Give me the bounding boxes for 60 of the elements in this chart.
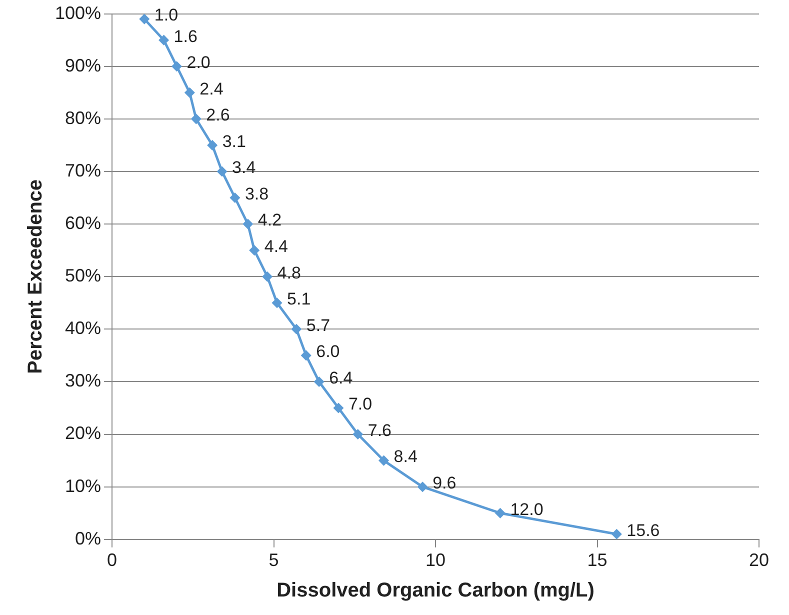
annotation: 6.0 [316, 342, 340, 362]
annotation: 1.6 [174, 26, 198, 46]
y-tick-label: 10% [65, 476, 102, 496]
y-axis-title: Percent Exceedence [24, 179, 47, 374]
annotation: 2.4 [200, 79, 224, 98]
y-tick-label: 100% [54, 2, 102, 23]
point [379, 456, 389, 466]
annotation: 9.6 [432, 474, 456, 493]
point [272, 298, 282, 308]
point [495, 508, 505, 518]
x-tick-label: 0 [107, 550, 118, 570]
y-tick-label: 50% [65, 266, 102, 286]
point [191, 114, 201, 124]
point [184, 88, 194, 98]
y-tick-label: 30% [65, 370, 102, 391]
point [418, 482, 428, 492]
annotation: 12.0 [510, 500, 544, 519]
point [612, 529, 622, 539]
point [301, 350, 311, 360]
annotation: 1.0 [154, 6, 178, 25]
point [292, 324, 302, 334]
y-tick-label: 60% [65, 213, 102, 234]
point [172, 62, 182, 72]
annotation: 4.4 [264, 237, 288, 256]
point [250, 246, 260, 256]
point [243, 219, 253, 229]
point [159, 35, 169, 45]
point [230, 193, 240, 203]
annotation: 7.0 [348, 394, 372, 414]
y-tick-label: 0% [75, 528, 102, 548]
annotation: 2.6 [206, 106, 230, 125]
point [217, 166, 227, 176]
annotation: 8.4 [394, 447, 418, 466]
point [140, 14, 150, 24]
y-tick-label: 20% [65, 423, 102, 444]
annotation: 3.1 [222, 132, 246, 151]
y-tick-label: 70% [65, 160, 102, 180]
annotation: 15.6 [626, 520, 660, 540]
annotation: 4.2 [258, 210, 282, 230]
x-tick-label: 5 [268, 550, 279, 570]
point [334, 403, 344, 413]
x-axis-title: Dissolved Organic Carbon (mg/L) [276, 580, 594, 602]
x-tick-label: 15 [587, 550, 608, 570]
annotation: 2.0 [186, 53, 210, 72]
point [262, 272, 272, 282]
annotation: 6.4 [329, 368, 353, 388]
point [353, 430, 363, 440]
annotation: 7.6 [368, 420, 392, 440]
x-tick-label: 10 [426, 550, 446, 570]
annotation: 4.8 [277, 263, 301, 282]
y-tick-label: 40% [65, 318, 102, 338]
y-tick-label: 80% [65, 108, 102, 128]
annotation: 5.1 [287, 290, 311, 309]
point [314, 376, 324, 386]
annotation: 3.4 [232, 158, 256, 178]
annotation: 3.8 [244, 184, 269, 204]
x-tick-label: 20 [748, 550, 770, 570]
y-tick-label: 90% [65, 55, 102, 76]
annotation: 5.7 [306, 316, 330, 335]
point [208, 140, 218, 150]
